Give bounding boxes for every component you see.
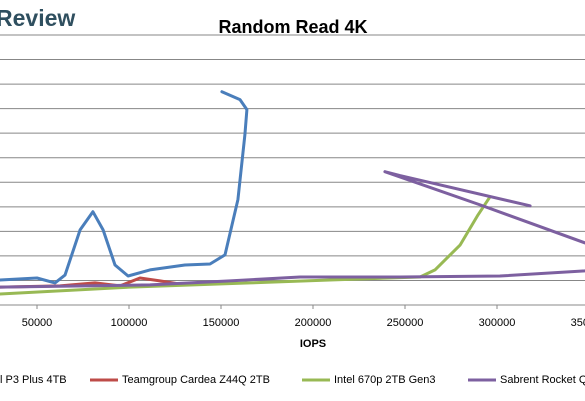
legend-label: Sabrent Rocket Q [500,374,585,386]
series-line [0,90,249,285]
legend-label: l P3 Plus 4TB [0,374,67,386]
x-tick-label: 250000 [387,317,424,329]
x-axis-label: IOPS [300,338,326,350]
x-tick-label: 50000 [22,317,53,329]
x-tick-label: 150000 [203,317,240,329]
logo: Review [0,5,75,31]
x-tick-label: 350000 [571,317,585,329]
x-tick-label: 300000 [479,317,516,329]
x-tick-label: 200000 [295,317,332,329]
chart-title: Random Read 4K [218,17,367,37]
series-line [0,170,585,289]
legend-label: Intel 670p 2TB Gen3 [334,374,436,386]
x-tick-label: 100000 [111,317,148,329]
legend-label: Teamgroup Cardea Z44Q 2TB [122,374,270,386]
